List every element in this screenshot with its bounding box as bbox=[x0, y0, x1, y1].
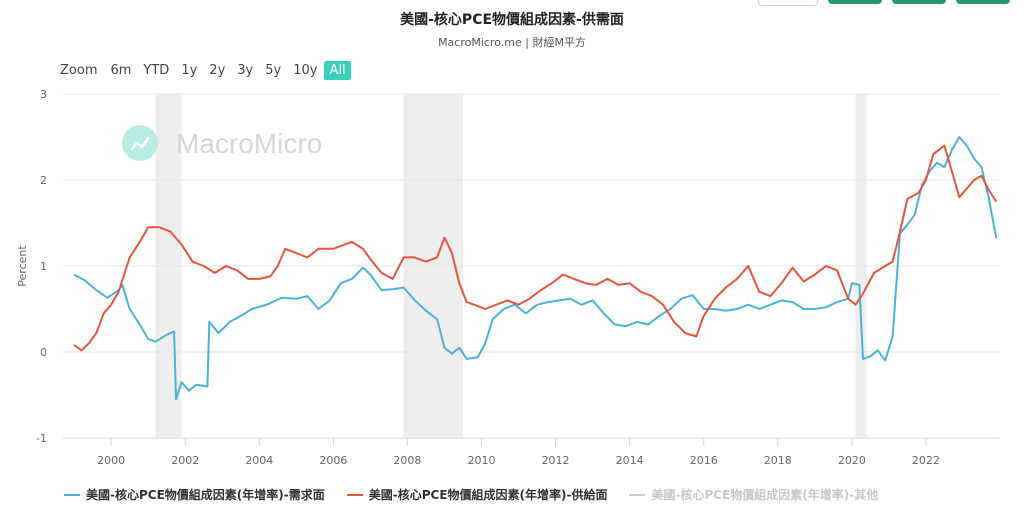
toolbar-button[interactable] bbox=[828, 0, 882, 4]
series-line-demand bbox=[73, 136, 998, 401]
x-tick-label: 2012 bbox=[542, 454, 570, 467]
watermark-text: MacroMicro bbox=[176, 128, 322, 159]
line-chart: MacroMicro 3 2 1 0 -1 2000 2002 2004 2006 2008 201… bbox=[16, 88, 1000, 467]
watermark: MacroMicro bbox=[122, 125, 322, 161]
x-tick-label: 2014 bbox=[616, 454, 644, 467]
legend-label: 美國-核心PCE物價組成因素(年增率)-其他 bbox=[651, 488, 879, 502]
toolbar-button[interactable] bbox=[892, 0, 946, 4]
x-tick-label: 2020 bbox=[838, 454, 866, 467]
range-button-5y[interactable]: 5y bbox=[265, 63, 282, 78]
x-tick-label: 2006 bbox=[319, 454, 347, 467]
legend-label: 美國-核心PCE物價組成因素(年增率)-供給面 bbox=[368, 488, 608, 502]
axes: 3 2 1 0 -1 2000 2002 2004 2006 2008 2010 2012 2014 20… bbox=[36, 88, 1000, 467]
x-tick-label: 2008 bbox=[393, 454, 421, 467]
legend: 美國-核心PCE物價組成因素(年增率)-需求面 美國-核心PCE物價組成因素(年… bbox=[64, 486, 878, 503]
toolbar-button[interactable] bbox=[956, 0, 1010, 4]
x-tick-label: 2010 bbox=[468, 454, 496, 467]
series-line-supply bbox=[73, 144, 998, 352]
x-tick-label: 2016 bbox=[690, 454, 718, 467]
y-tick-label: -1 bbox=[36, 432, 47, 445]
x-tick-label: 2002 bbox=[171, 454, 199, 467]
y-tick-label: 3 bbox=[40, 88, 47, 101]
toolbar-button[interactable] bbox=[758, 0, 818, 6]
range-button-10y[interactable]: 10y bbox=[293, 63, 318, 78]
chart-subtitle: MacroMicro.me | 財經M平方 bbox=[438, 36, 586, 49]
top-toolbar bbox=[758, 0, 1010, 6]
range-button-2y[interactable]: 2y bbox=[209, 63, 226, 78]
legend-item-other[interactable]: 美國-核心PCE物價組成因素(年增率)-其他 bbox=[629, 486, 878, 503]
y-axis-label: Percent bbox=[16, 245, 29, 287]
watermark-logo-icon bbox=[122, 125, 158, 161]
range-button-1y[interactable]: 1y bbox=[181, 63, 198, 78]
legend-swatch bbox=[629, 493, 646, 496]
series bbox=[73, 136, 998, 401]
y-tick-label: 0 bbox=[40, 346, 47, 359]
range-button-ytd[interactable]: YTD bbox=[143, 63, 170, 78]
y-tick-label: 1 bbox=[40, 260, 47, 273]
legend-swatch bbox=[346, 493, 363, 496]
x-tick-label: 2000 bbox=[97, 454, 125, 467]
x-tick-label: 2004 bbox=[245, 454, 273, 467]
zoom-label: Zoom bbox=[60, 63, 98, 78]
watermark-trend-icon bbox=[130, 136, 151, 151]
legend-swatch bbox=[64, 493, 80, 496]
range-button-3y[interactable]: 3y bbox=[237, 63, 254, 78]
range-selector: Zoom 6m YTD 1y 2y 3y 5y 10y All bbox=[60, 61, 353, 80]
legend-item-supply[interactable]: 美國-核心PCE物價組成因素(年增率)-供給面 bbox=[346, 486, 608, 503]
x-tick-label: 2018 bbox=[764, 454, 792, 467]
y-tick-label: 2 bbox=[40, 174, 47, 187]
legend-label: 美國-核心PCE物價組成因素(年增率)-需求面 bbox=[86, 488, 325, 502]
legend-item-demand[interactable]: 美國-核心PCE物價組成因素(年增率)-需求面 bbox=[64, 486, 325, 503]
range-button-6m[interactable]: 6m bbox=[110, 63, 132, 78]
range-button-all[interactable]: All bbox=[324, 61, 351, 80]
x-tick-label: 2022 bbox=[912, 454, 940, 467]
chart-title: 美國-核心PCE物價組成因素-供需面 bbox=[400, 12, 624, 28]
